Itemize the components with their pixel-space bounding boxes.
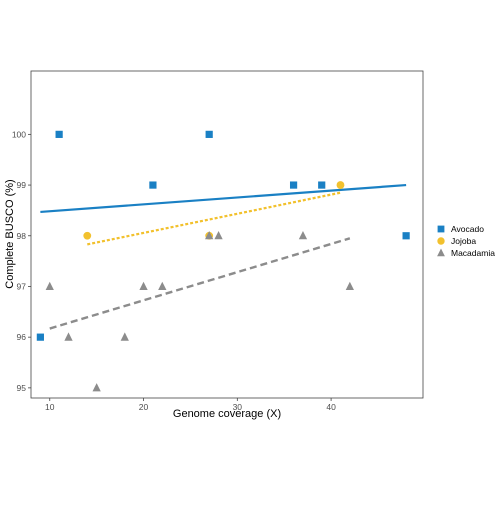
point-macadamia (205, 231, 214, 240)
point-avocado (149, 181, 157, 189)
point-macadamia (158, 281, 167, 291)
point-macadamia (45, 281, 54, 291)
point-avocado (55, 130, 63, 138)
point-avocado (36, 333, 44, 341)
point-macadamia (120, 332, 129, 341)
legend-label-jojoba: Jojoba (451, 236, 476, 246)
x-tick-label: 30 (233, 402, 243, 412)
y-tick-label: 97 (17, 281, 27, 291)
x-tick-label: 10 (45, 402, 55, 412)
point-avocado (289, 181, 298, 189)
point-macadamia (345, 281, 354, 291)
point-macadamia (64, 332, 73, 341)
data-markers (36, 130, 410, 392)
point-jojoba (83, 231, 92, 240)
x-axis: 10 20 30 40 (45, 398, 336, 412)
point-avocado (205, 130, 213, 138)
y-axis-title: Complete BUSCO (%) (4, 179, 16, 288)
legend-key-jojoba (437, 237, 445, 245)
x-axis-title: Genome coverage (X) (173, 408, 281, 420)
y-tick-label: 95 (17, 383, 27, 393)
point-avocado (402, 232, 410, 240)
x-tick-label: 40 (326, 402, 336, 412)
y-tick-label: 96 (17, 332, 27, 342)
trend-lines (40, 183, 407, 330)
legend-key-macadamia (437, 248, 445, 257)
plot-panel (30, 70, 424, 399)
y-tick-label: 100 (12, 129, 26, 139)
point-jojoba (336, 181, 345, 189)
trend-line-avocado (40, 183, 407, 214)
y-tick-label: 99 (17, 180, 27, 190)
legend-key-avocado (437, 225, 445, 233)
point-macadamia (92, 383, 101, 392)
y-tick-label: 98 (17, 231, 27, 241)
point-macadamia (298, 231, 308, 240)
legend-label-avocado: Avocado (451, 224, 484, 234)
point-avocado (318, 181, 326, 189)
legend-label-macadamia: Macadamia (451, 248, 495, 258)
point-macadamia (214, 231, 223, 240)
trend-line-jojoba (87, 191, 341, 246)
legend: Avocado Jojoba Macadamia (437, 224, 495, 258)
y-axis: 95 96 97 98 99 100 (12, 129, 31, 393)
trend-line-macadamia (49, 237, 351, 330)
point-macadamia (139, 281, 148, 291)
x-tick-label: 20 (139, 402, 149, 412)
